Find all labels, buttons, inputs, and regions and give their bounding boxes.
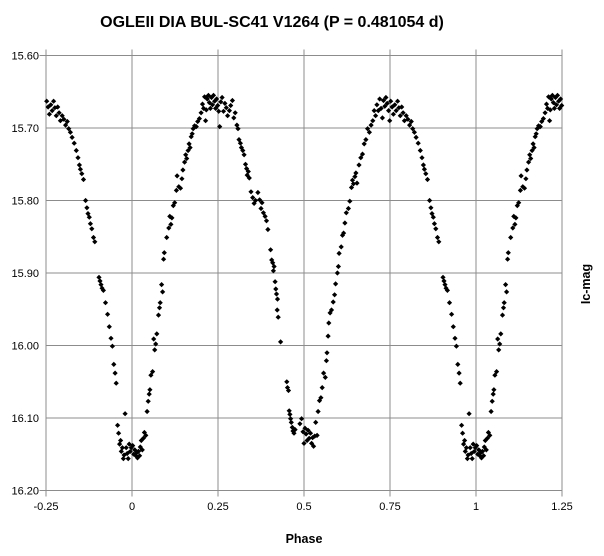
x-tick-label: 1.25 — [551, 501, 572, 513]
y-tick-label: 15.90 — [11, 268, 39, 280]
chart-title: OGLEII DIA BUL-SC41 V1264 (P = 0.481054 … — [100, 14, 444, 31]
plot-area: 15.60 15.70 15.80 15.90 16.00 16.10 16.20 -0.25… — [11, 49, 573, 513]
x-tick-label: 0.75 — [379, 501, 400, 513]
x-axis-label: Phase — [286, 532, 323, 546]
y-tick-label: 16.00 — [11, 341, 39, 353]
y-tick-label: 15.60 — [11, 51, 39, 63]
y-tick-label: 16.20 — [11, 486, 39, 498]
x-tick-label: 0 — [129, 501, 135, 513]
y-tick-label: 15.80 — [11, 196, 39, 208]
x-tick-label: 0.25 — [207, 501, 228, 513]
x-tick-label: 0.5 — [296, 501, 311, 513]
x-tick-label: 1 — [473, 501, 479, 513]
y-axis-label: Ic-mag — [579, 264, 593, 304]
x-tick-label: -0.25 — [33, 501, 58, 513]
y-tick-label: 16.10 — [11, 413, 39, 425]
y-tick-label: 15.70 — [11, 123, 39, 135]
